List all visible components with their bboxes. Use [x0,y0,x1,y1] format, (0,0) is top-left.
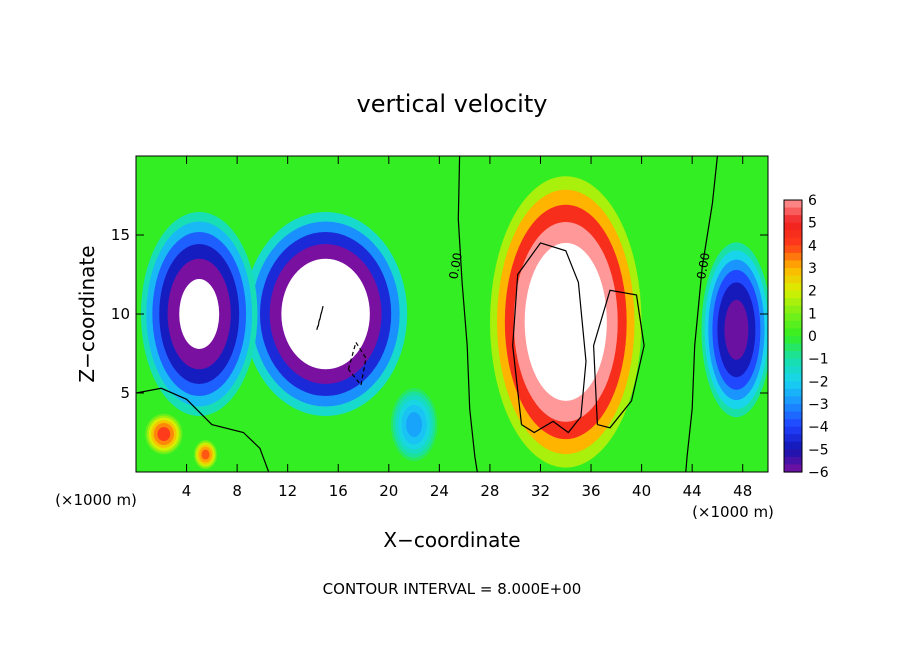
x-tick-label: 16 [329,482,348,500]
colorbar-swatch [784,313,802,322]
colorbar-tick-label: 6 [808,193,817,209]
colorbar-swatch [784,343,802,352]
positive-contour-line [592,289,645,429]
colorbar-tick-label: −6 [808,465,829,481]
colorbar-tick-label: −1 [808,352,829,368]
colorbar-frame [783,199,803,473]
colorbar-swatch [784,268,802,277]
colorbar-swatch [784,411,802,420]
colorbar-tick-label: 0 [808,329,817,345]
x-tick-label: 40 [632,482,651,500]
field-contour-band [724,299,749,360]
x-tick-label: 8 [232,482,242,500]
colorbar-swatch [784,215,802,224]
y-axis-label: Z−coordinate [75,245,99,382]
colorbar-swatch [784,328,802,337]
contour-label: 0.00 [694,252,712,281]
x-tick-label: 28 [480,482,499,500]
colorbar-tick-label: −3 [808,397,829,413]
colorbar-swatch [784,381,802,390]
colorbar-tick-label: 3 [808,261,817,277]
zero-contour-line [136,387,270,472]
colorbar-swatch [784,426,802,435]
colorbar-swatch [784,351,802,360]
y-tick-label: 15 [111,226,130,244]
colorbar-swatch [784,320,802,330]
x-unit-label-right: (×1000 m) [692,503,774,521]
colorbar-swatch [784,434,802,443]
x-tick-label: 48 [733,482,752,500]
colorbar-tick-label: 1 [808,306,817,322]
contour-interval-note: CONTOUR INTERVAL = 8.000E+00 [323,580,582,598]
colorbar-swatch [784,396,802,405]
colorbar-tick-label: −4 [808,420,829,436]
colorbar-swatch [784,275,802,284]
colorbar: 6 5 4 3 2 1 0 −1 −2 −3 −4 −5 −6 [783,193,829,481]
velocity-field [136,156,768,472]
colorbar-swatch [784,237,802,246]
negative-contour-line [347,340,367,387]
colorbar-swatch [784,252,802,262]
colorbar-swatch [784,336,802,345]
x-tick-label: 4 [182,482,192,500]
x-tick-label: 24 [430,482,449,500]
contour-label: 0.00 [446,252,464,281]
negative-contour-line [316,305,324,330]
colorbar-swatch [784,290,802,299]
x-tick-label: 36 [581,482,600,500]
y-axis-ticks: 5 10 15 [111,226,768,402]
x-axis-label: X−coordinate [383,528,520,552]
x-tick-label: 44 [683,482,702,500]
colorbar-swatch [784,366,802,375]
zero-contour-line [457,156,478,472]
colorbar-swatch [784,260,802,269]
colorbar-swatch [784,456,802,466]
colorbar-tick-label: 5 [808,216,817,232]
colorbar-tick-label: −2 [808,374,829,390]
field-contour-band [406,412,423,438]
colorbar-tick-label: −5 [808,442,829,458]
field-contour-band [297,279,354,349]
colorbar-swatch [784,298,802,307]
x-unit-label-left: (×1000 m) [55,491,137,509]
colorbar-swatch [784,230,802,239]
colorbar-tick-label: 4 [808,238,817,254]
x-tick-label: 32 [531,482,550,500]
colorbar-tick-label: 2 [808,284,817,300]
zero-contour-line [685,156,718,472]
positive-contour-line [512,242,587,434]
field-contour-band [539,271,592,372]
colorbar-swatch [784,388,802,398]
colorbar-swatch [784,222,802,231]
colorbar-swatch [784,449,802,458]
x-axis-ticks: 4 8 12 16 20 24 28 32 36 40 44 48 [182,156,752,500]
x-tick-label: 20 [379,482,398,500]
field-contour-band [157,427,171,442]
field-contour-band [179,279,220,349]
colorbar-swatch [784,245,802,254]
colorbar-swatch [784,358,802,367]
colorbar-swatch [784,419,802,428]
contour-lines: 0.00 0.00 [136,156,718,472]
colorbar-swatch [784,441,802,450]
chart-title: vertical velocity [357,90,548,118]
x-tick-label: 12 [278,482,297,500]
colorbar-swatch [784,207,802,216]
colorbar-swatch [784,464,802,473]
field-contour-band [201,449,210,460]
y-tick-label: 10 [111,305,130,323]
colorbar-swatch [784,283,802,292]
colorbar-swatch [784,200,802,209]
y-tick-label: 5 [120,384,130,402]
colorbar-swatch [784,305,802,314]
colorbar-swatch [784,404,802,413]
colorbar-swatch [784,373,802,382]
